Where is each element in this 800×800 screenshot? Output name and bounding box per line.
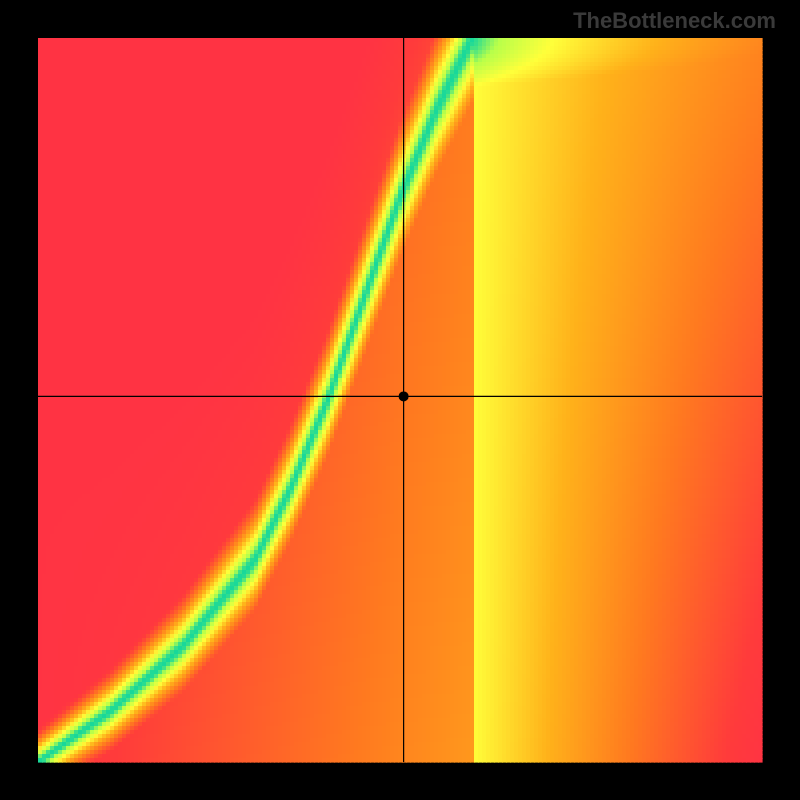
bottleneck-heatmap [0, 0, 800, 800]
chart-frame: { "source_watermark": { "text": "TheBott… [0, 0, 800, 800]
